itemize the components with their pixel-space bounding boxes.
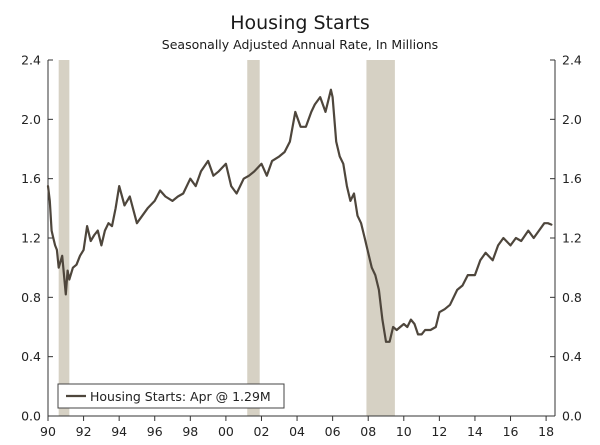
y-tick-label-left-4: 1.6 [21,171,41,186]
y-tick-label-left-3: 1.2 [21,231,41,246]
legend: Housing Starts: Apr @ 1.29M [57,383,285,409]
x-tick-label-3: 96 [147,424,163,439]
y-tick-label-right-4: 1.6 [562,171,582,186]
y-tick-label-left-2: 0.8 [21,290,41,305]
x-tick-label-2: 94 [111,424,127,439]
y-tick-label-right-0: 0.0 [562,409,582,424]
recession-band-2 [366,60,395,416]
y-tick-label-right-5: 2.0 [562,112,582,127]
y-tick-label-right-3: 1.2 [562,231,582,246]
y-tick-label-left-6: 2.4 [21,53,41,68]
x-tick-label-6: 02 [254,424,270,439]
legend-box [57,383,285,409]
y-tick-label-right-1: 0.4 [562,349,582,364]
series-lines [46,88,553,343]
recession-band-1 [247,60,260,416]
x-tick-label-0: 90 [40,424,56,439]
legend-entry: Housing Starts: Apr @ 1.29M [90,389,271,404]
y-tick-label-left-0: 0.0 [21,409,41,424]
x-tick-label-1: 92 [76,424,92,439]
x-tick-label-9: 08 [360,424,376,439]
x-tick-label-4: 98 [182,424,198,439]
x-tick-label-10: 10 [396,424,412,439]
series-line-0 [46,88,553,343]
axes: 0.0 0.0 0.4 0.4 0.8 0.8 1.2 1.2 1.6 1.6 2.0 2.0 2.4 2… [21,53,582,440]
x-tick-label-12: 14 [467,424,483,439]
chart-title: Housing Starts [230,12,370,34]
x-tick-label-11: 12 [431,424,447,439]
y-tick-label-left-1: 0.4 [21,349,41,364]
x-tick-label-14: 18 [538,424,554,439]
x-tick-label-5: 00 [218,424,234,439]
recession-band-0 [58,60,70,416]
y-tick-label-right-6: 2.4 [562,53,582,68]
x-tick-label-7: 04 [289,424,305,439]
x-tick-label-8: 06 [325,424,341,439]
chart-subtitle: Seasonally Adjusted Annual Rate, In Mill… [162,37,438,52]
y-tick-label-right-2: 0.8 [562,290,582,305]
y-tick-label-left-5: 2.0 [21,112,41,127]
x-tick-label-13: 16 [503,424,519,439]
recession-bands [58,60,395,416]
